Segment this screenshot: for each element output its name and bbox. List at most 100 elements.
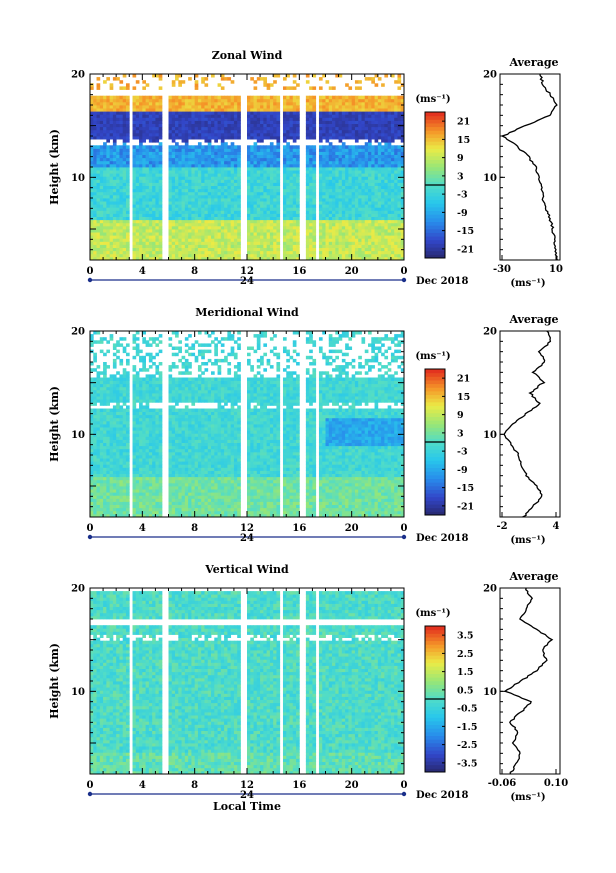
heatmap-cell — [309, 105, 313, 109]
heatmap-cell — [191, 210, 196, 214]
heatmap-cell — [253, 229, 258, 233]
heatmap-cell — [371, 229, 375, 233]
heatmap-cell — [286, 182, 290, 186]
heatmap-cell — [305, 219, 310, 224]
heatmap-cell — [305, 114, 310, 118]
heatmap-cell — [106, 98, 111, 103]
heatmap-cell — [122, 101, 127, 106]
heatmap-cell — [358, 163, 362, 168]
heatmap-cell — [93, 157, 97, 162]
heatmap-cell — [90, 160, 94, 165]
heatmap-cell — [335, 157, 339, 162]
heatmap-cell — [296, 179, 300, 183]
heatmap-cell — [341, 145, 346, 149]
heatmap-cell — [171, 241, 176, 245]
heatmap-cell — [377, 129, 382, 134]
heatmap-cell — [106, 507, 111, 512]
heatmap-cell — [145, 126, 150, 131]
heatmap-cell — [296, 136, 300, 140]
heatmap-cell — [332, 163, 336, 168]
heatmap-cell — [217, 126, 222, 131]
heatmap-cell — [335, 194, 339, 199]
heatmap-cell — [204, 207, 209, 211]
heatmap-cell — [132, 219, 137, 224]
heatmap-cell — [220, 256, 225, 261]
heatmap-cell — [214, 235, 218, 239]
heatmap-cell — [354, 129, 359, 134]
heatmap-cell — [227, 238, 232, 242]
heatmap-cell — [394, 120, 398, 124]
heatmap-cell — [230, 235, 235, 239]
heatmap-cell — [348, 132, 353, 137]
heatmap-cell — [184, 241, 189, 245]
heatmap-cell — [260, 204, 264, 208]
heatmap-cell — [289, 229, 294, 233]
heatmap-cell — [168, 167, 173, 171]
heatmap-cell — [103, 210, 107, 214]
heatmap-cell — [217, 188, 222, 193]
heatmap-cell — [103, 136, 107, 140]
heatmap-cell — [309, 182, 313, 186]
heatmap-cell — [397, 80, 402, 84]
heatmap-cell — [194, 185, 199, 190]
heatmap-cell — [247, 216, 251, 221]
heatmap-cell — [305, 157, 310, 162]
heatmap-cell — [341, 238, 346, 242]
heatmap-cell — [371, 247, 375, 252]
heatmap-cell — [148, 510, 153, 515]
heatmap-cell — [175, 198, 179, 202]
heatmap-cell — [381, 105, 385, 109]
heatmap-cell — [148, 198, 153, 202]
heatmap-cell — [125, 139, 130, 143]
heatmap-cell — [158, 238, 163, 242]
heatmap-cell — [390, 232, 395, 236]
heatmap-cell — [256, 139, 261, 143]
heatmap-cell — [158, 98, 163, 103]
heatmap-cell — [201, 80, 205, 84]
heatmap-cell — [220, 167, 225, 171]
heatmap-cell — [197, 154, 202, 159]
heatmap-cell — [354, 126, 359, 131]
heatmap-cell — [116, 225, 120, 230]
heatmap-cell — [109, 216, 114, 221]
heatmap-cell — [309, 145, 313, 149]
heatmap-cell — [122, 139, 127, 143]
heatmap-cell — [233, 229, 238, 233]
heatmap-cell — [394, 170, 398, 174]
heatmap-cell — [400, 232, 405, 236]
heatmap-cell — [247, 198, 251, 202]
heatmap-cell — [318, 101, 323, 106]
heatmap-cell — [109, 250, 114, 255]
heatmap-cell — [361, 148, 366, 152]
heatmap-cell — [260, 129, 264, 134]
heatmap-cell — [116, 136, 120, 140]
heatmap-cell — [361, 105, 366, 109]
heatmap-cell — [354, 244, 359, 248]
heatmap-cell — [184, 225, 189, 230]
heatmap-cell — [374, 194, 379, 199]
heatmap-cell — [309, 167, 313, 171]
heatmap-cell — [292, 154, 297, 159]
heatmap-cell — [145, 157, 150, 162]
heatmap-cell — [132, 207, 137, 211]
heatmap-cell — [348, 98, 353, 103]
heatmap-cell — [96, 77, 101, 81]
heatmap-cell — [168, 98, 173, 103]
heatmap-cell — [122, 232, 127, 236]
heatmap-cell — [125, 232, 130, 236]
heatmap-cell — [335, 222, 339, 227]
heatmap-cell — [305, 136, 310, 140]
heatmap-cell — [371, 225, 375, 230]
heatmap-cell — [93, 120, 97, 124]
heatmap-cell — [211, 204, 215, 208]
heatmap-cell — [188, 235, 192, 239]
heatmap-cell — [312, 114, 317, 118]
heatmap-cell — [381, 170, 385, 174]
heatmap-cell — [335, 185, 339, 190]
heatmap-cell — [296, 126, 300, 131]
heatmap-cell — [390, 219, 395, 224]
heatmap-cell — [175, 194, 179, 199]
heatmap-cell — [168, 225, 173, 230]
heatmap-cell — [332, 219, 336, 224]
heatmap-cell — [371, 77, 375, 81]
